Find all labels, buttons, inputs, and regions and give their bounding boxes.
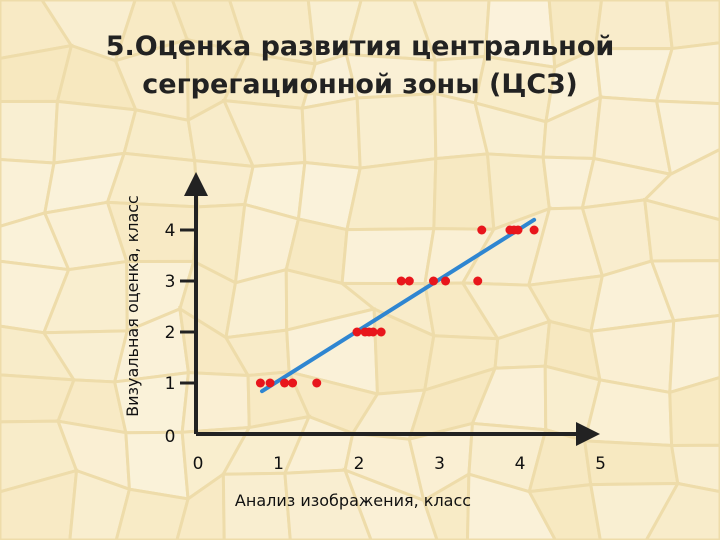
data-point: [473, 276, 483, 286]
y-tick-label: 4: [165, 221, 176, 241]
data-point: [280, 378, 290, 388]
trendline: [260, 217, 537, 394]
data-point: [404, 276, 414, 286]
x-axis-label: Анализ изображения, класс: [235, 491, 471, 510]
mosaic-tile: [114, 487, 190, 540]
data-point: [368, 327, 378, 337]
data-point: [265, 378, 275, 388]
mosaic-tile: [649, 259, 720, 323]
slide-title: 5.Оценка развития центральной сегрегацио…: [0, 28, 720, 104]
mosaic-tile: [465, 472, 558, 540]
mosaic-tile: [669, 443, 720, 494]
y-tick-label: 0: [165, 427, 176, 447]
mosaic-tile: [68, 468, 132, 540]
mosaic-tile: [668, 313, 720, 395]
x-tick-label: 5: [595, 454, 606, 474]
data-point: [428, 276, 438, 286]
mosaic-tile: [526, 482, 602, 540]
mosaic-tile: [175, 471, 226, 540]
mosaic-tile: [643, 197, 720, 263]
data-point: [312, 378, 322, 388]
data-point: [376, 327, 386, 337]
x-tick-label: 4: [515, 454, 526, 474]
data-point: [352, 327, 362, 337]
mosaic-tile: [283, 468, 373, 540]
x-tick-label: 2: [354, 454, 365, 474]
x-tick-label: 1: [273, 454, 284, 474]
data-point: [477, 225, 487, 235]
mosaic-tile: [588, 481, 681, 540]
x-tick-label: 3: [434, 454, 445, 474]
y-tick-label: 1: [165, 374, 176, 394]
data-point: [255, 378, 265, 388]
mosaic-tile: [421, 471, 471, 540]
data-point: [513, 225, 523, 235]
y-tick-label: 3: [165, 272, 176, 292]
mosaic-tile: [221, 471, 292, 540]
data-point: [396, 276, 406, 286]
data-point: [288, 378, 298, 388]
data-point: [441, 276, 451, 286]
mosaic-tile: [0, 468, 79, 540]
y-axis-label: Визуальная оценка, класс: [123, 195, 142, 417]
title-line-1: 5.Оценка развития центральной: [105, 31, 615, 62]
y-tick-label: 2: [165, 323, 176, 343]
x-tick-label: 0: [193, 454, 204, 474]
mosaic-tile: [654, 41, 720, 106]
mosaic-tile: [641, 147, 720, 222]
mosaic-tile: [665, 0, 720, 51]
mosaic-tile: [644, 481, 720, 540]
data-point: [529, 225, 539, 235]
mosaic-tile: [668, 375, 720, 447]
title-line-2: сегрегационной зоны (ЦСЗ): [142, 69, 578, 100]
mosaic-tile: [342, 467, 439, 540]
